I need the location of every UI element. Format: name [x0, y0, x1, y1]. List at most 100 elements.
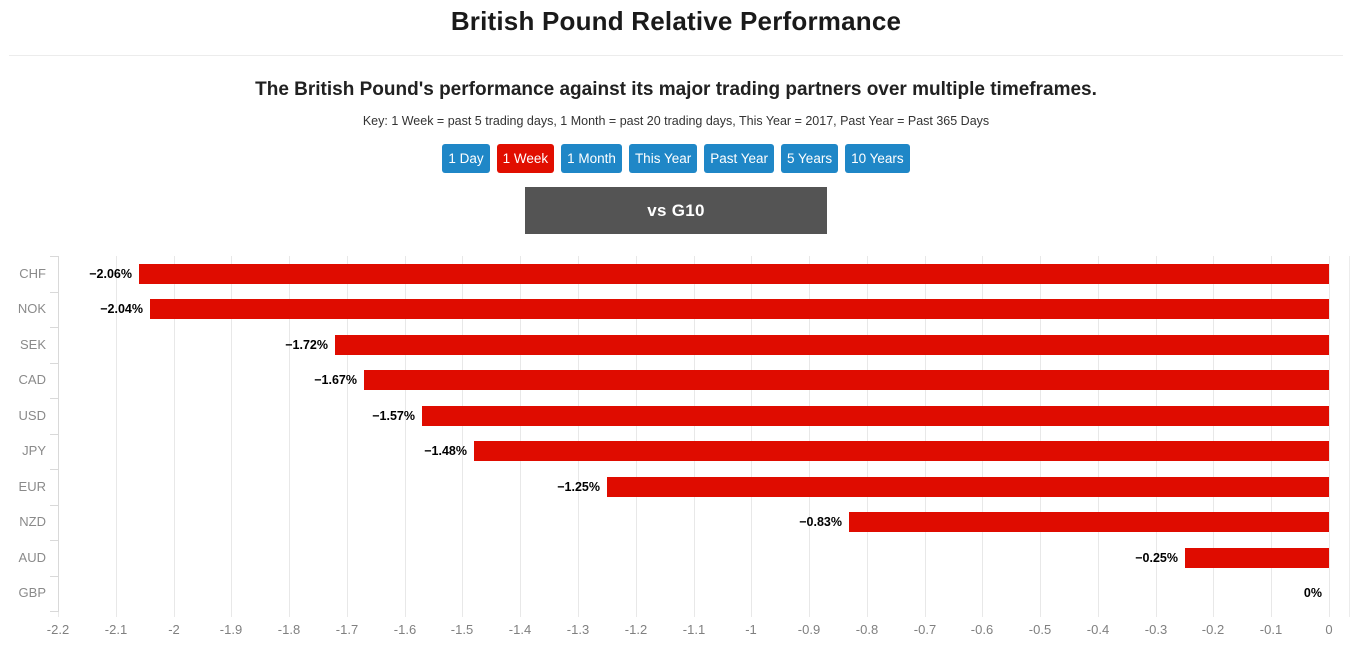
gridline [289, 256, 290, 617]
panel-header: vs G10 [525, 187, 827, 234]
x-axis-label: -0.3 [1144, 622, 1168, 637]
gridline [116, 256, 117, 617]
x-axis-label: -0.4 [1086, 622, 1110, 637]
x-axis-label: -1.1 [682, 622, 706, 637]
panel-header-label: vs G10 [647, 200, 705, 220]
x-axis-label: -0.9 [797, 622, 821, 637]
bar-nzd[interactable] [849, 512, 1329, 532]
value-label-jpy: −1.48% [424, 444, 467, 458]
gridline [1213, 256, 1214, 617]
x-axis-label: 0 [1325, 622, 1333, 637]
gridline [1271, 256, 1272, 617]
y-axis-tick [50, 434, 58, 435]
bar-nok[interactable] [150, 299, 1329, 319]
bar-chf[interactable] [139, 264, 1329, 284]
value-label-gbp: 0% [1303, 586, 1322, 600]
gridline [462, 256, 463, 617]
timeframe-button-1-day[interactable]: 1 Day [442, 144, 490, 173]
x-axis-label: -0.1 [1259, 622, 1283, 637]
x-axis-label: -1.3 [566, 622, 590, 637]
bar-jpy[interactable] [474, 441, 1329, 461]
x-axis-label: -1.5 [450, 622, 474, 637]
category-label-aud: AUD [18, 550, 46, 565]
gridline [1156, 256, 1157, 617]
category-label-sek: SEK [19, 337, 46, 352]
x-axis-label: -1.6 [393, 622, 417, 637]
key-note: Key: 1 Week = past 5 trading days, 1 Mon… [362, 114, 990, 128]
timeframe-button-this-year[interactable]: This Year [628, 144, 698, 173]
value-label-cad: −1.67% [314, 373, 357, 387]
x-axis-label: -1.9 [219, 622, 243, 637]
x-axis-label: -1.7 [335, 622, 359, 637]
gridline [405, 256, 406, 617]
y-axis-tick [50, 292, 58, 293]
timeframe-button-1-week[interactable]: 1 Week [496, 144, 555, 173]
gridline [925, 256, 926, 617]
gridline [520, 256, 521, 617]
x-axis-label: -1.4 [508, 622, 532, 637]
category-label-gbp: GBP [18, 585, 46, 600]
x-axis-label: -0.8 [855, 622, 879, 637]
category-label-nok: NOK [17, 301, 46, 316]
value-label-chf: −2.06% [89, 267, 132, 281]
y-axis-tick [50, 398, 58, 399]
x-axis-label: -1.2 [624, 622, 648, 637]
x-axis-label: -0.6 [970, 622, 994, 637]
gridline [231, 256, 232, 617]
plot-right-edge [1349, 256, 1350, 617]
gridline [751, 256, 752, 617]
category-label-jpy: JPY [22, 443, 46, 458]
timeframe-button-past-year[interactable]: Past Year [704, 144, 775, 173]
timeframe-button-5-years[interactable]: 5 Years [781, 144, 839, 173]
bar-cad[interactable] [364, 370, 1329, 390]
gridline [578, 256, 579, 617]
y-axis-tick [50, 505, 58, 506]
value-label-eur: −1.25% [557, 480, 600, 494]
x-axis-label: -0.2 [1201, 622, 1225, 637]
value-label-aud: −0.25% [1135, 551, 1178, 565]
category-label-eur: EUR [18, 479, 46, 494]
bar-aud[interactable] [1185, 548, 1329, 568]
subtitle: The British Pound's performance against … [255, 79, 1097, 100]
bar-chart: -2.2 -2.1 -2 -1.9 -1.8 -1.7 -1.6 -1.5 -1.4 -1.3 -1… [0, 256, 1352, 652]
bar-eur[interactable] [607, 477, 1329, 497]
x-axis-label: -1.8 [277, 622, 301, 637]
gridline [174, 256, 175, 617]
y-axis-tick [50, 363, 58, 364]
value-label-nok: −2.04% [100, 302, 143, 316]
y-axis-tick [50, 611, 58, 612]
y-axis-tick [50, 540, 58, 541]
x-axis-label: -2.2 [46, 622, 70, 637]
value-label-usd: −1.57% [372, 409, 415, 423]
category-label-chf: CHF [19, 266, 46, 281]
gridline [347, 256, 348, 617]
gridline [982, 256, 983, 617]
x-axis-label: -0.7 [913, 622, 937, 637]
timeframe-buttons: 1 Day 1 Week 1 Month This Year Past Year 5 Ye… [0, 144, 1352, 173]
y-axis-tick [50, 327, 58, 328]
value-label-sek: −1.72% [285, 338, 328, 352]
y-axis-tick [50, 576, 58, 577]
gridline [809, 256, 810, 617]
x-axis-label: -2.1 [104, 622, 128, 637]
category-label-cad: CAD [18, 372, 46, 387]
bar-usd[interactable] [422, 406, 1329, 426]
category-label-nzd: NZD [19, 514, 46, 529]
x-axis-label: -0.5 [1028, 622, 1052, 637]
y-axis-line [58, 256, 59, 612]
category-label-usd: USD [18, 408, 46, 423]
gridline [1040, 256, 1041, 617]
gridline [867, 256, 868, 617]
y-axis-tick [50, 469, 58, 470]
gridline [636, 256, 637, 617]
timeframe-button-1-month[interactable]: 1 Month [561, 144, 622, 173]
timeframe-button-10-years[interactable]: 10 Years [845, 144, 910, 173]
x-axis-label: -1 [745, 622, 757, 637]
gridline [1329, 256, 1330, 617]
value-label-nzd: −0.83% [799, 515, 842, 529]
y-axis-tick [50, 256, 58, 257]
bar-sek[interactable] [335, 335, 1329, 355]
gridline [694, 256, 695, 617]
divider [9, 55, 1343, 56]
gridline [1098, 256, 1099, 617]
